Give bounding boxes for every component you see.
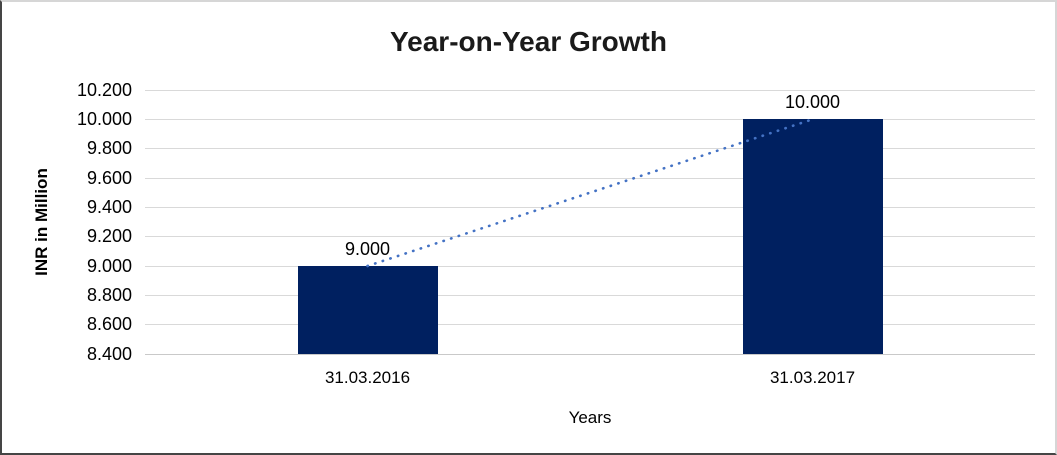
- gridline: [145, 89, 1035, 91]
- y-tick-label: 9.800: [86, 138, 132, 159]
- gridline: [145, 294, 1035, 296]
- bar-31.03.2016: [297, 266, 438, 354]
- gridline: [145, 236, 1035, 238]
- y-tick-label: 10.200: [76, 79, 132, 100]
- gridline: [145, 118, 1035, 120]
- y-tick-label: 9.400: [86, 196, 132, 217]
- y-tick-label: 9.600: [86, 167, 132, 188]
- y-tick-label: 8.600: [86, 314, 132, 335]
- y-tick-label: 9.000: [86, 255, 132, 276]
- gridline: [145, 353, 1035, 355]
- y-tick-label: 9.200: [86, 226, 132, 247]
- bar-31.03.2017: [742, 119, 883, 354]
- y-tick-label: 10.000: [76, 108, 132, 129]
- y-tick-label: 8.400: [86, 343, 132, 364]
- gridline: [145, 206, 1035, 208]
- trendline: [366, 118, 814, 268]
- bar-value-label: 10.000: [784, 92, 841, 113]
- bar-value-label: 9.000: [344, 239, 391, 259]
- x-axis-title: Years: [568, 408, 612, 427]
- plot-area: [145, 89, 1035, 355]
- gridline: [145, 148, 1035, 150]
- gridline: [145, 177, 1035, 179]
- x-tick-label: 31.03.2016: [324, 368, 411, 387]
- gridline: [145, 324, 1035, 326]
- x-tick-label: 31.03.2017: [769, 368, 856, 387]
- gridline: [145, 265, 1035, 267]
- chart-title: Year-on-Year Growth: [390, 26, 667, 57]
- y-tick-label: 8.800: [86, 284, 132, 305]
